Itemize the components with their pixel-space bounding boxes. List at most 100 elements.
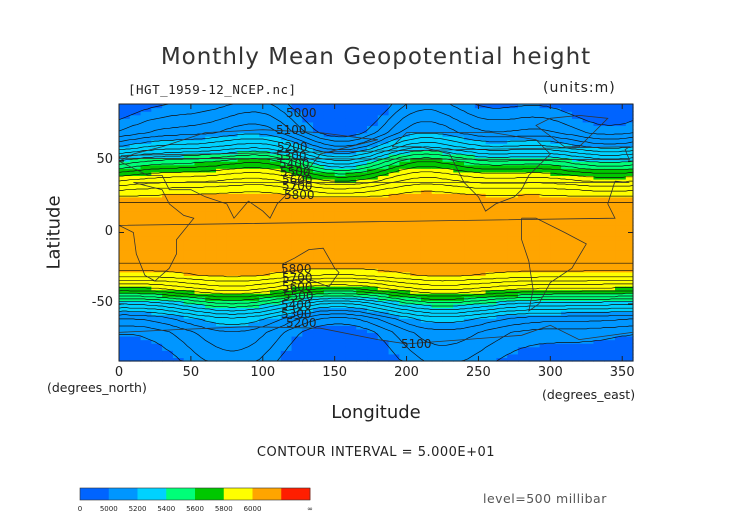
band-cell (334, 293, 347, 298)
band-cell (162, 107, 174, 112)
band-cell (517, 228, 530, 234)
band-cell (474, 164, 487, 169)
band-cell (388, 232, 400, 237)
band-cell (183, 104, 196, 109)
band-cell (474, 343, 487, 348)
band-cell (151, 325, 163, 330)
band-cell (507, 268, 519, 273)
band-cell (313, 336, 325, 341)
band-cell (129, 186, 142, 191)
band-cell (550, 232, 562, 237)
band-cell (345, 239, 357, 244)
band-cell (625, 125, 634, 130)
band-cell (582, 332, 595, 337)
band-cell (119, 293, 131, 298)
band-cell (302, 218, 314, 223)
band-cell (431, 146, 444, 151)
band-cell (507, 250, 519, 255)
band-cell (431, 232, 444, 237)
band-cell (485, 182, 498, 187)
band-cell (377, 321, 390, 326)
band-cell (313, 307, 325, 312)
band-cell (140, 121, 152, 127)
band-cell (561, 343, 573, 348)
band-cell (399, 214, 411, 219)
band-cell (485, 332, 498, 337)
band-cell (377, 139, 390, 144)
band-cell (356, 175, 368, 180)
band-cell (399, 346, 411, 351)
band-cell (194, 271, 206, 276)
band-cell (464, 246, 476, 251)
band-cell (615, 143, 627, 148)
colorbar (79, 487, 311, 501)
band-cell (582, 239, 595, 244)
band-cell (291, 186, 303, 191)
band-cell (539, 246, 551, 251)
band-cell (593, 239, 605, 244)
contour-interval-label: CONTOUR INTERVAL = 5.000E+01 (256, 445, 496, 460)
band-cell (129, 350, 142, 355)
band-cell (151, 171, 163, 176)
band-cell (464, 128, 476, 134)
band-cell (431, 253, 444, 259)
band-cell (291, 243, 303, 248)
band-cell (356, 161, 368, 166)
band-cell (442, 104, 454, 109)
band-cell (507, 300, 519, 305)
band-cell (625, 203, 634, 209)
band-cell (248, 318, 260, 323)
band-cell (280, 332, 293, 337)
band-cell (140, 357, 152, 362)
band-cell (604, 164, 616, 169)
band-cell (302, 146, 314, 151)
band-cell (226, 346, 239, 351)
band-cell (129, 300, 142, 305)
band-cell (151, 189, 163, 194)
band-cell (356, 189, 368, 194)
band-cell (269, 114, 282, 119)
band-cell (162, 282, 174, 287)
band-cell (431, 282, 444, 287)
band-cell (388, 268, 400, 273)
band-cell (140, 139, 152, 144)
band-cell (485, 132, 498, 137)
band-cell (216, 107, 228, 112)
band-cell (399, 186, 411, 191)
x-unit-label: (degrees_east) (542, 387, 636, 402)
band-cell (216, 350, 228, 355)
band-cell (615, 118, 627, 123)
band-cell (539, 114, 551, 119)
band-cell (140, 186, 152, 191)
contour-line (118, 309, 633, 333)
band-cell (162, 346, 174, 351)
band-cell (129, 161, 142, 166)
band-cell (431, 271, 444, 276)
band-cell (625, 161, 634, 166)
band-cell (237, 232, 249, 237)
band-cell (550, 225, 562, 230)
band-cell (356, 125, 368, 130)
band-cell (356, 346, 368, 351)
band-cell (194, 171, 206, 176)
band-cell (248, 253, 260, 259)
band-cell (604, 203, 616, 209)
band-cell (571, 296, 584, 301)
band-cell (453, 186, 465, 191)
band-cell (194, 336, 206, 341)
band-cell (507, 350, 519, 355)
band-cell (410, 311, 422, 316)
band-cell (496, 211, 508, 216)
band-cell (420, 189, 433, 194)
level-label: level=500 millibar (483, 491, 607, 506)
band-cell (625, 111, 634, 116)
band-cell (604, 153, 616, 159)
band-cell (625, 121, 634, 127)
band-cell (528, 164, 541, 169)
band-cell (302, 243, 314, 248)
band-cell (183, 318, 196, 323)
band-cell (539, 332, 551, 337)
band-cell (464, 125, 476, 130)
band-cell (485, 104, 498, 109)
band-cell (496, 278, 508, 284)
